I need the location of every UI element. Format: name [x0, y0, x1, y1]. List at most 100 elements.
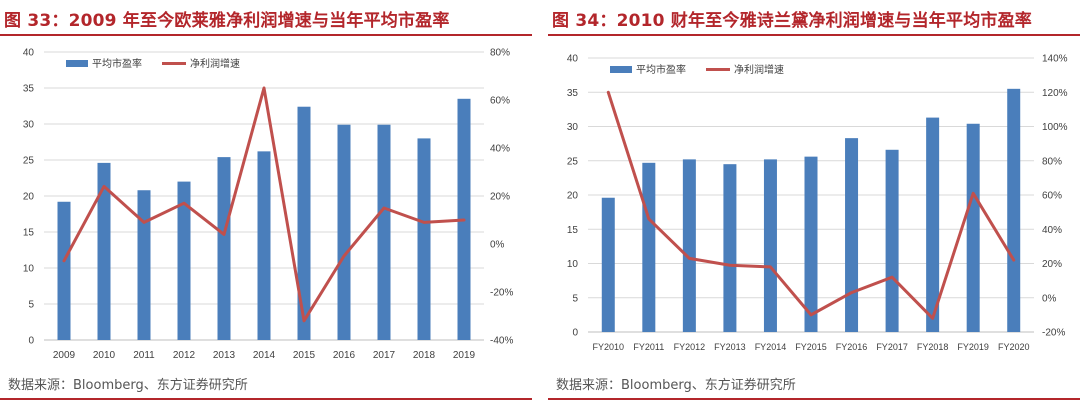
y-left-tick-label: 35	[23, 84, 35, 95]
legend-bar-swatch	[610, 66, 632, 73]
source-note: 数据来源：Bloomberg、东方证券研究所	[556, 378, 796, 393]
bar	[682, 159, 696, 332]
x-tick-label: 2009	[53, 350, 76, 361]
bar	[804, 156, 818, 332]
x-tick-label: 2012	[173, 350, 196, 361]
x-tick-label: 2015	[293, 350, 316, 361]
bar	[417, 138, 431, 340]
gridlines	[588, 57, 1034, 299]
x-tick-label: FY2016	[836, 342, 868, 352]
y-right-tick-label: -20%	[490, 288, 513, 299]
bar	[57, 201, 71, 340]
y-left-tick-label: 30	[567, 122, 579, 133]
figure-title: 图 33：2009 年至今欧莱雅净利润增速与当年平均市盈率	[4, 11, 450, 31]
y-right-tick-label: 80%	[1042, 156, 1062, 167]
bar	[97, 162, 111, 340]
x-tick-label: FY2015	[795, 342, 827, 352]
y-left-tick-label: 10	[23, 264, 35, 275]
x-tick-label: FY2017	[876, 342, 908, 352]
y-right-tick-label: 120%	[1042, 88, 1068, 99]
y-right-tick-label: 100%	[1042, 122, 1068, 133]
y-right-tick-label: 40%	[490, 144, 510, 155]
line-series	[606, 90, 1016, 320]
y-right-tick-label: 60%	[1042, 191, 1062, 202]
y-left-tick-label: 35	[567, 88, 579, 99]
y-right-tick-label: 0%	[490, 240, 505, 251]
combo-chart: 0 5 10 15 20 25 30 35 40 -20% 0% 20% 40% 60% 80% 100% 12…	[567, 54, 1068, 353]
y-right-tick-label: 60%	[490, 96, 510, 107]
bar	[1007, 88, 1021, 332]
y-right-tick-label: 80%	[490, 48, 510, 59]
legend-line-label: 净利润增速	[190, 57, 240, 70]
x-tick-label: FY2020	[998, 342, 1030, 352]
legend-bar-swatch	[66, 60, 88, 67]
y-left-tick-label: 0	[28, 336, 34, 347]
x-tick-label: FY2018	[917, 342, 949, 352]
title-rule	[548, 34, 1080, 36]
bar	[966, 123, 980, 332]
x-tick-label: FY2011	[633, 342, 664, 352]
y-left-tick-label: 40	[567, 54, 579, 65]
y-right-tick-label: 20%	[1042, 259, 1062, 270]
legend-bar-label: 平均市盈率	[92, 57, 142, 70]
bottom-rule	[548, 398, 1080, 400]
y-left-tick-label: 5	[572, 293, 578, 304]
bar	[723, 164, 737, 332]
y-right-tick-label: 20%	[490, 192, 510, 203]
legend-bar-label: 平均市盈率	[636, 63, 686, 76]
bar	[845, 138, 859, 332]
figure-33: 图 33：2009 年至今欧莱雅净利润增速与当年平均市盈率 0 5 10 15 20 25…	[0, 0, 532, 408]
bar	[137, 190, 151, 340]
y-left-tick-label: 30	[23, 120, 35, 131]
bar	[217, 157, 231, 340]
bar	[763, 159, 777, 332]
legend-line-label: 净利润增速	[734, 63, 784, 76]
y-left-tick-label: 15	[567, 225, 579, 236]
bar	[642, 162, 656, 332]
y-left-tick-label: 5	[28, 300, 34, 311]
y-right-tick-label: -20%	[1042, 328, 1065, 339]
bar	[177, 181, 191, 340]
line-series	[62, 86, 466, 323]
x-tick-label: 2014	[253, 350, 276, 361]
figure-34: 图 34：2010 财年至今雅诗兰黛净利润增速与当年平均市盈率 0 5 10 15 20…	[548, 0, 1080, 408]
combo-chart: 0 5 10 15 20 25 30 35 40 -40% -20% 0% 20% 40% 60% 80% 20…	[23, 48, 514, 362]
bottom-rule	[0, 398, 532, 400]
x-tick-label: 2016	[333, 350, 356, 361]
bar	[257, 151, 271, 340]
y-right-tick-label: -40%	[490, 336, 513, 347]
x-tick-label: 2018	[413, 350, 436, 361]
x-tick-label: 2011	[133, 350, 155, 361]
y-left-tick-label: 20	[23, 192, 35, 203]
x-tick-label: 2019	[453, 350, 476, 361]
y-left-tick-label: 10	[567, 259, 579, 270]
y-left-tick-label: 25	[23, 156, 35, 167]
source-note: 数据来源：Bloomberg、东方证券研究所	[8, 378, 248, 393]
y-right-tick-label: 140%	[1042, 54, 1068, 65]
x-tick-label: 2013	[213, 350, 236, 361]
x-tick-label: FY2010	[593, 342, 625, 352]
y-right-tick-label: 0%	[1042, 293, 1057, 304]
bar	[337, 124, 351, 340]
bar	[601, 197, 615, 332]
x-tick-label: FY2013	[714, 342, 746, 352]
bar-series	[601, 88, 1021, 332]
y-left-tick-label: 40	[23, 48, 35, 59]
x-tick-label: FY2019	[957, 342, 989, 352]
legend: 平均市盈率 净利润增速	[610, 63, 784, 76]
x-tick-label: FY2014	[755, 342, 787, 352]
title-rule	[0, 34, 532, 36]
y-left-tick-label: 0	[572, 328, 578, 339]
x-tick-label: 2010	[93, 350, 116, 361]
y-left-tick-label: 25	[567, 156, 579, 167]
x-tick-label: 2017	[373, 350, 396, 361]
bar	[926, 117, 940, 332]
x-tick-label: FY2012	[674, 342, 706, 352]
legend: 平均市盈率 净利润增速	[66, 57, 240, 70]
figure-title: 图 34：2010 财年至今雅诗兰黛净利润增速与当年平均市盈率	[552, 11, 1033, 31]
bar-series	[57, 98, 471, 340]
y-right-tick-label: 40%	[1042, 225, 1062, 236]
bar	[377, 124, 391, 340]
y-left-tick-label: 15	[23, 228, 35, 239]
bar	[885, 149, 899, 332]
